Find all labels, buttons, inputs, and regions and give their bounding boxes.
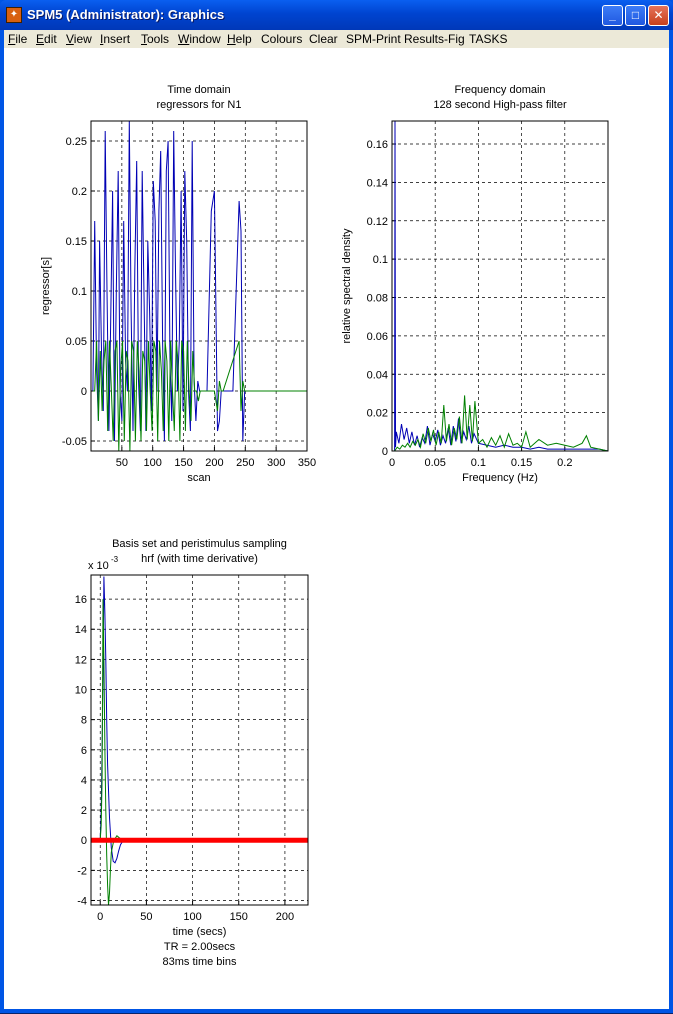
frequency-domain-xtick-label: 0.05: [424, 457, 445, 469]
basis-set-xtick-label: 200: [276, 911, 294, 923]
basis-set-ytick-label: 12: [75, 654, 87, 666]
frequency-domain-ytick-label: 0.16: [367, 139, 388, 151]
time-domain-ytick-label: 0.15: [66, 236, 87, 248]
time-domain-xtick-label: 100: [144, 457, 162, 469]
frequency-domain-xtick-label: 0.2: [557, 457, 572, 469]
basis-set-subtitle: hrf (with time derivative): [141, 553, 258, 565]
close-button[interactable]: ✕: [648, 5, 669, 26]
basis-set-xlabel-line2: TR = 2.00secs: [164, 941, 236, 953]
basis-set-ytick-label: 2: [81, 805, 87, 817]
frequency-domain-ytick-label: 0.06: [367, 331, 388, 343]
frequency-domain-ytick-label: 0.08: [367, 293, 388, 305]
frequency-domain-xtick-label: 0.1: [471, 457, 486, 469]
basis-set-ytick-label: 10: [75, 685, 87, 697]
basis-set-ytick-label: 16: [75, 594, 87, 606]
time-domain-xtick-label: 300: [267, 457, 285, 469]
basis-set-xtick-label: 50: [140, 911, 152, 923]
time-domain-ytick-label: 0: [81, 386, 87, 398]
frequency-domain-ytick-label: 0.12: [367, 216, 388, 228]
basis-set-ytick-label: -2: [77, 865, 87, 877]
basis-set-ytick-label: 14: [75, 624, 87, 636]
time-domain-xtick-label: 200: [205, 457, 223, 469]
window-title: SPM5 (Administrator): Graphics: [27, 7, 225, 22]
basis-set-scale-label: x 10: [88, 560, 109, 572]
menu-file[interactable]: File: [8, 32, 28, 46]
menu-tools[interactable]: Tools: [141, 32, 170, 46]
frequency-domain-subtitle: 128 second High-pass filter: [433, 99, 567, 111]
title-bar[interactable]: ✦ SPM5 (Administrator): Graphics _ □ ✕: [0, 0, 673, 30]
menu-clear[interactable]: Clear: [309, 32, 338, 46]
frequency-domain-ytick-label: 0: [382, 446, 388, 458]
basis-set-ytick-label: -4: [77, 895, 87, 907]
time-domain-ytick-label: -0.05: [62, 436, 87, 448]
menu-insert[interactable]: Insert: [100, 32, 131, 46]
frequency-domain-axes-frame: [391, 120, 609, 452]
basis-set-ytick-label: 0: [81, 835, 87, 847]
time-domain-ytick-label: 0.2: [72, 186, 87, 198]
frequency-domain-ytick-label: 0.02: [367, 408, 388, 420]
basis-set-axes-frame: [90, 574, 309, 906]
basis-set-axes-bg: [91, 575, 308, 905]
figure-svg: 50 100 150 200 250 300 350-0.0500.050.10.150.2…: [40, 84, 609, 968]
time-domain-series-line: [92, 340, 307, 451]
time-domain-xtick-label: 50: [116, 457, 128, 469]
menu-edit[interactable]: Edit: [36, 32, 57, 46]
basis-set-xtick-label: 0: [97, 911, 103, 923]
time-domain-ylabel: regressor[s]: [40, 257, 52, 315]
frequency-domain-title: Frequency domain: [454, 84, 545, 96]
time-domain-xtick-label: 350: [298, 457, 316, 469]
basis-set-xtick-label: 100: [183, 911, 201, 923]
maximize-button[interactable]: □: [625, 5, 646, 26]
menu-tasks[interactable]: TASKS: [469, 32, 508, 46]
time-domain-ytick-label: 0.05: [66, 336, 87, 348]
basis-set-ytick-label: 6: [81, 745, 87, 757]
time-domain-xtick-label: 150: [174, 457, 192, 469]
frequency-domain-axes-bg: [392, 121, 608, 451]
frequency-domain-ytick-label: 0.04: [367, 369, 388, 381]
menu-help[interactable]: Help: [227, 32, 252, 46]
frequency-domain-ytick-label: 0.14: [367, 177, 388, 189]
matlab-icon: ✦: [6, 7, 22, 23]
time-domain-ytick-label: 0.1: [72, 286, 87, 298]
basis-set-ytick-label: 4: [81, 775, 87, 787]
figure-canvas: 50 100 150 200 250 300 350 -0.05 0 0.05 0.1 0.15 0.2…: [4, 48, 669, 1009]
frequency-domain-xtick-label: 0.15: [511, 457, 532, 469]
menu-results-fig[interactable]: Results-Fig: [404, 32, 465, 46]
menu-spm-print[interactable]: SPM-Print: [346, 32, 401, 46]
time-domain-title: Time domain: [167, 84, 230, 96]
menu-colours[interactable]: Colours: [261, 32, 303, 46]
time-domain-axes-frame: [90, 120, 308, 452]
frequency-domain-ylabel: relative spectral density: [341, 228, 353, 343]
time-domain-ytick-label: 0.25: [66, 136, 87, 148]
time-domain-xtick-label: 250: [236, 457, 254, 469]
time-domain-xlabel: scan: [187, 472, 210, 484]
basis-set-scale-exponent: -3: [111, 555, 119, 564]
basis-set-ytick-label: 8: [81, 715, 87, 727]
menu-bar: File Edit View Insert Tools Window Help …: [4, 30, 669, 48]
minimize-button[interactable]: _: [602, 5, 623, 26]
frequency-domain-xtick-label: 0: [389, 457, 395, 469]
basis-set-xlabel: time (secs): [173, 926, 227, 938]
basis-set-xtick-label: 150: [230, 911, 248, 923]
menu-window[interactable]: Window: [178, 32, 221, 46]
basis-set-xlabel-line3: 83ms time bins: [163, 956, 237, 968]
frequency-domain-xlabel: Frequency (Hz): [462, 472, 538, 484]
basis-set-title: Basis set and peristimulus sampling: [112, 538, 287, 550]
frequency-domain-series-line: [394, 395, 608, 451]
menu-view[interactable]: View: [66, 32, 92, 46]
frequency-domain-ytick-label: 0.1: [373, 254, 388, 266]
time-domain-subtitle: regressors for N1: [157, 99, 242, 111]
